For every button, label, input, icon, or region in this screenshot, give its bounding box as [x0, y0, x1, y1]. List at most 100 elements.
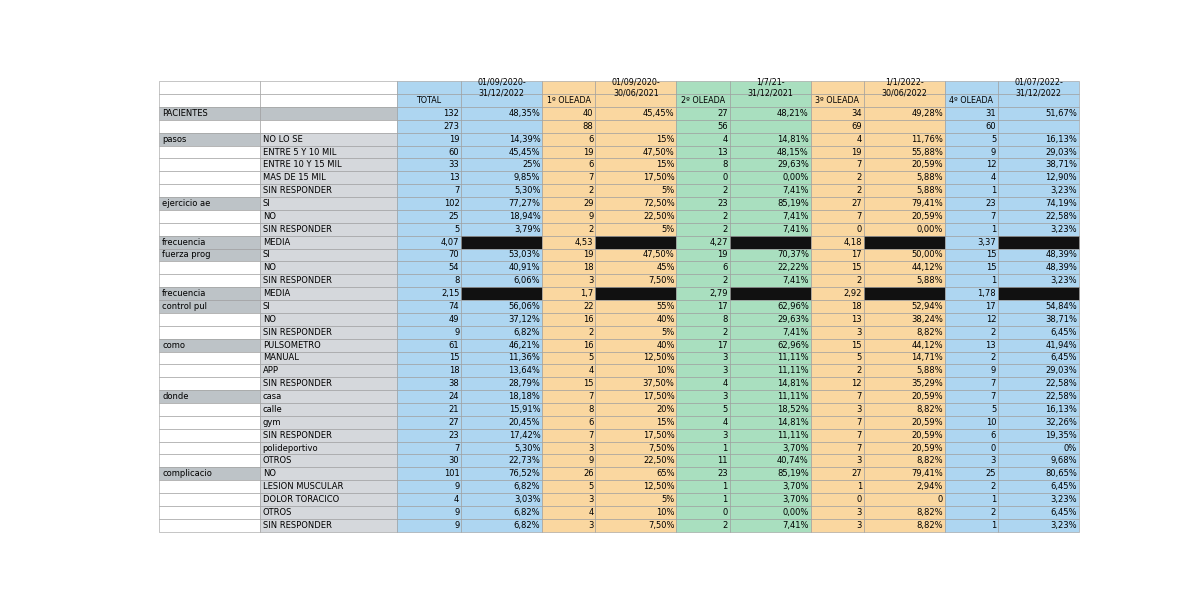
Text: 7: 7: [588, 392, 594, 401]
Bar: [542, 416, 595, 429]
Bar: [730, 158, 811, 172]
Text: frecuencia: frecuencia: [162, 289, 206, 298]
Text: 11,11%: 11,11%: [778, 392, 809, 401]
Bar: [864, 210, 944, 223]
Text: polideportivo: polideportivo: [263, 443, 318, 452]
Text: SIN RESPONDER: SIN RESPONDER: [263, 521, 331, 530]
Text: 3: 3: [588, 443, 594, 452]
Text: 38: 38: [449, 379, 460, 388]
Bar: [677, 377, 730, 390]
Text: 32,26%: 32,26%: [1045, 418, 1078, 427]
Bar: [811, 416, 864, 429]
Text: 7,41%: 7,41%: [782, 225, 809, 234]
Text: 15%: 15%: [656, 134, 674, 143]
Bar: [864, 313, 944, 326]
Text: 4,18: 4,18: [844, 238, 862, 247]
Bar: [160, 287, 260, 300]
Text: 2: 2: [722, 212, 727, 221]
Text: 14,71%: 14,71%: [911, 353, 943, 362]
Bar: [730, 146, 811, 158]
Text: 9: 9: [588, 457, 594, 466]
Text: 8: 8: [588, 405, 594, 414]
Text: 0: 0: [857, 495, 862, 504]
Text: 60: 60: [449, 148, 460, 157]
Bar: [998, 158, 1079, 172]
Bar: [542, 313, 595, 326]
Bar: [677, 248, 730, 262]
Text: SIN RESPONDER: SIN RESPONDER: [263, 276, 331, 285]
Text: 12,50%: 12,50%: [643, 482, 674, 491]
Bar: [160, 274, 260, 287]
Bar: [595, 377, 677, 390]
Bar: [461, 81, 542, 94]
Bar: [397, 467, 461, 480]
Bar: [677, 236, 730, 248]
Bar: [811, 120, 864, 133]
Bar: [595, 146, 677, 158]
Text: 49,28%: 49,28%: [911, 109, 943, 118]
Bar: [864, 300, 944, 313]
Text: 22,50%: 22,50%: [643, 212, 674, 221]
Bar: [542, 377, 595, 390]
Bar: [944, 442, 998, 454]
Text: PULSOMETRO: PULSOMETRO: [263, 341, 320, 350]
Bar: [461, 377, 542, 390]
Bar: [998, 287, 1079, 300]
Text: 7: 7: [454, 186, 460, 195]
Text: 5: 5: [991, 405, 996, 414]
Text: 14,81%: 14,81%: [778, 379, 809, 388]
Text: 1/1/2022-
30/06/2022: 1/1/2022- 30/06/2022: [882, 78, 928, 97]
Text: 7: 7: [991, 379, 996, 388]
Bar: [542, 81, 595, 94]
Text: 19: 19: [852, 148, 862, 157]
Bar: [160, 442, 260, 454]
Bar: [730, 94, 811, 107]
Text: 1,78: 1,78: [978, 289, 996, 298]
Text: 10: 10: [985, 418, 996, 427]
Bar: [461, 120, 542, 133]
Bar: [730, 429, 811, 442]
Bar: [811, 287, 864, 300]
Text: 6: 6: [588, 418, 594, 427]
Bar: [811, 172, 864, 184]
Text: 47,50%: 47,50%: [643, 250, 674, 259]
Bar: [260, 172, 397, 184]
Bar: [160, 197, 260, 210]
Text: 16,13%: 16,13%: [1045, 405, 1078, 414]
Bar: [260, 158, 397, 172]
Bar: [730, 120, 811, 133]
Bar: [677, 287, 730, 300]
Bar: [944, 287, 998, 300]
Bar: [811, 326, 864, 338]
Bar: [864, 519, 944, 532]
Text: 22,73%: 22,73%: [509, 457, 540, 466]
Bar: [677, 364, 730, 377]
Text: 1: 1: [991, 186, 996, 195]
Text: 9: 9: [454, 521, 460, 530]
Text: 11: 11: [718, 457, 727, 466]
Bar: [864, 454, 944, 467]
Text: como: como: [162, 341, 185, 350]
Bar: [811, 210, 864, 223]
Bar: [730, 442, 811, 454]
Bar: [461, 107, 542, 120]
Text: 7: 7: [588, 431, 594, 440]
Bar: [160, 493, 260, 506]
Bar: [397, 81, 461, 94]
Bar: [998, 454, 1079, 467]
Text: ENTRE 10 Y 15 MIL: ENTRE 10 Y 15 MIL: [263, 160, 341, 169]
Bar: [461, 300, 542, 313]
Text: 15%: 15%: [656, 160, 674, 169]
Bar: [461, 313, 542, 326]
Bar: [864, 197, 944, 210]
Text: 88: 88: [583, 122, 594, 131]
Text: 5,88%: 5,88%: [917, 367, 943, 376]
Bar: [677, 223, 730, 236]
Bar: [811, 454, 864, 467]
Bar: [595, 210, 677, 223]
Bar: [944, 300, 998, 313]
Bar: [811, 94, 864, 107]
Text: 3,70%: 3,70%: [782, 495, 809, 504]
Bar: [864, 81, 944, 94]
Text: 27: 27: [851, 469, 862, 478]
